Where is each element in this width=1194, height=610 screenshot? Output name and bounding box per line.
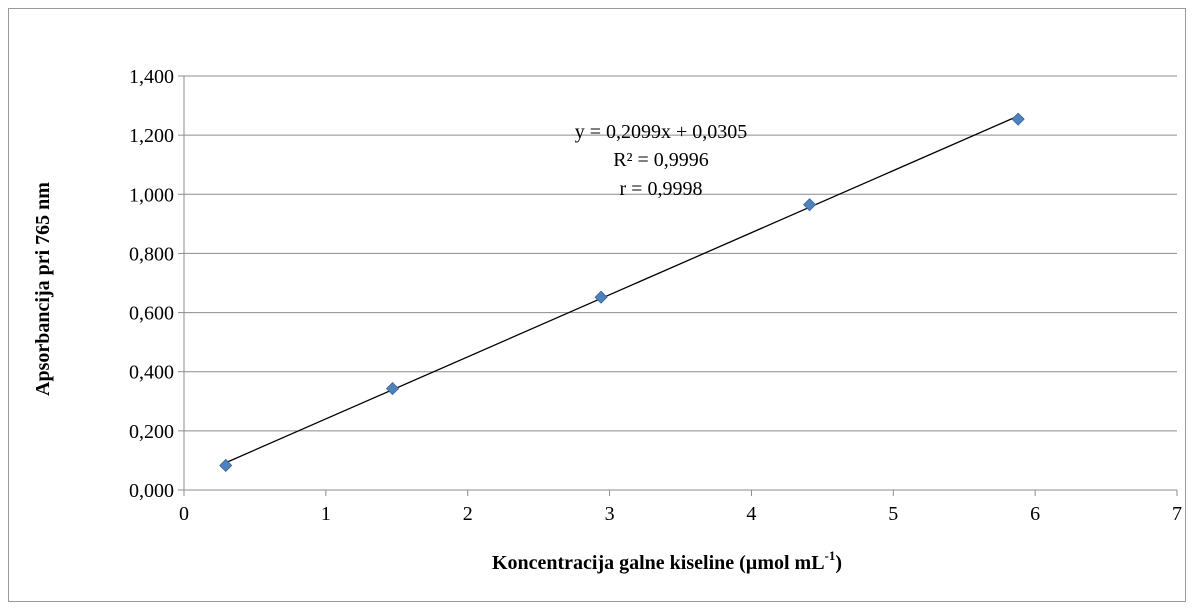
annotation-equation: y = 0,2099x + 0,0305 — [575, 121, 748, 143]
x-tick-label: 1 — [321, 503, 331, 525]
y-tick-label: 0,600 — [129, 303, 174, 325]
x-axis-title-superscript: -1 — [825, 548, 836, 563]
x-tick-label: 0 — [179, 503, 189, 525]
y-tick-label: 1,400 — [129, 66, 174, 88]
y-tick-label: 0,200 — [129, 421, 174, 443]
x-axis-title: Koncentracija galne kiseline (µmol mL-1) — [492, 548, 842, 574]
x-tick-label: 7 — [1172, 503, 1182, 525]
data-point — [1011, 112, 1025, 126]
tick-labels: 0,000 0,200 0,400 0,600 0,800 1,000 1,200 1,400… — [129, 66, 1182, 525]
y-tick-label: 0,800 — [129, 243, 174, 265]
annotation-r: r = 0,9998 — [620, 178, 703, 200]
chart-svg: 0,000 0,200 0,400 0,600 0,800 1,000 1,200 1,400… — [32, 66, 1182, 574]
x-axis-title-main: Koncentracija galne kiseline (µmol mL — [492, 552, 825, 574]
y-tick-label: 1,000 — [129, 184, 174, 206]
y-axis-title: Apsorbancija pri 765 nm — [32, 182, 54, 396]
data-point — [385, 382, 400, 396]
trendline-path — [225, 115, 1019, 464]
trendline-equation: y = 0,2099x + 0,0305 R² = 0,9996 r = 0,9… — [575, 121, 748, 200]
y-tick-label: 1,200 — [129, 125, 174, 147]
y-tick-label: 0,000 — [129, 480, 174, 502]
x-tick-label: 4 — [746, 503, 756, 525]
trendline — [225, 115, 1019, 464]
x-tick-label: 2 — [463, 503, 473, 525]
y-tick-label: 0,400 — [129, 362, 174, 384]
x-tick-label: 6 — [1030, 503, 1040, 525]
x-tick-label: 5 — [888, 503, 898, 525]
data-point — [594, 290, 608, 304]
x-axis-title-end: ) — [835, 552, 842, 574]
gridlines — [184, 75, 1177, 432]
data-point — [803, 198, 817, 212]
annotation-r-squared: R² = 0,9996 — [613, 149, 709, 171]
data-point — [219, 458, 233, 473]
data-points — [219, 112, 1025, 473]
axes — [178, 75, 1178, 496]
chart-frame: 0,000 0,200 0,400 0,600 0,800 1,000 1,200 1,400… — [8, 8, 1186, 602]
x-tick-label: 3 — [605, 503, 615, 525]
